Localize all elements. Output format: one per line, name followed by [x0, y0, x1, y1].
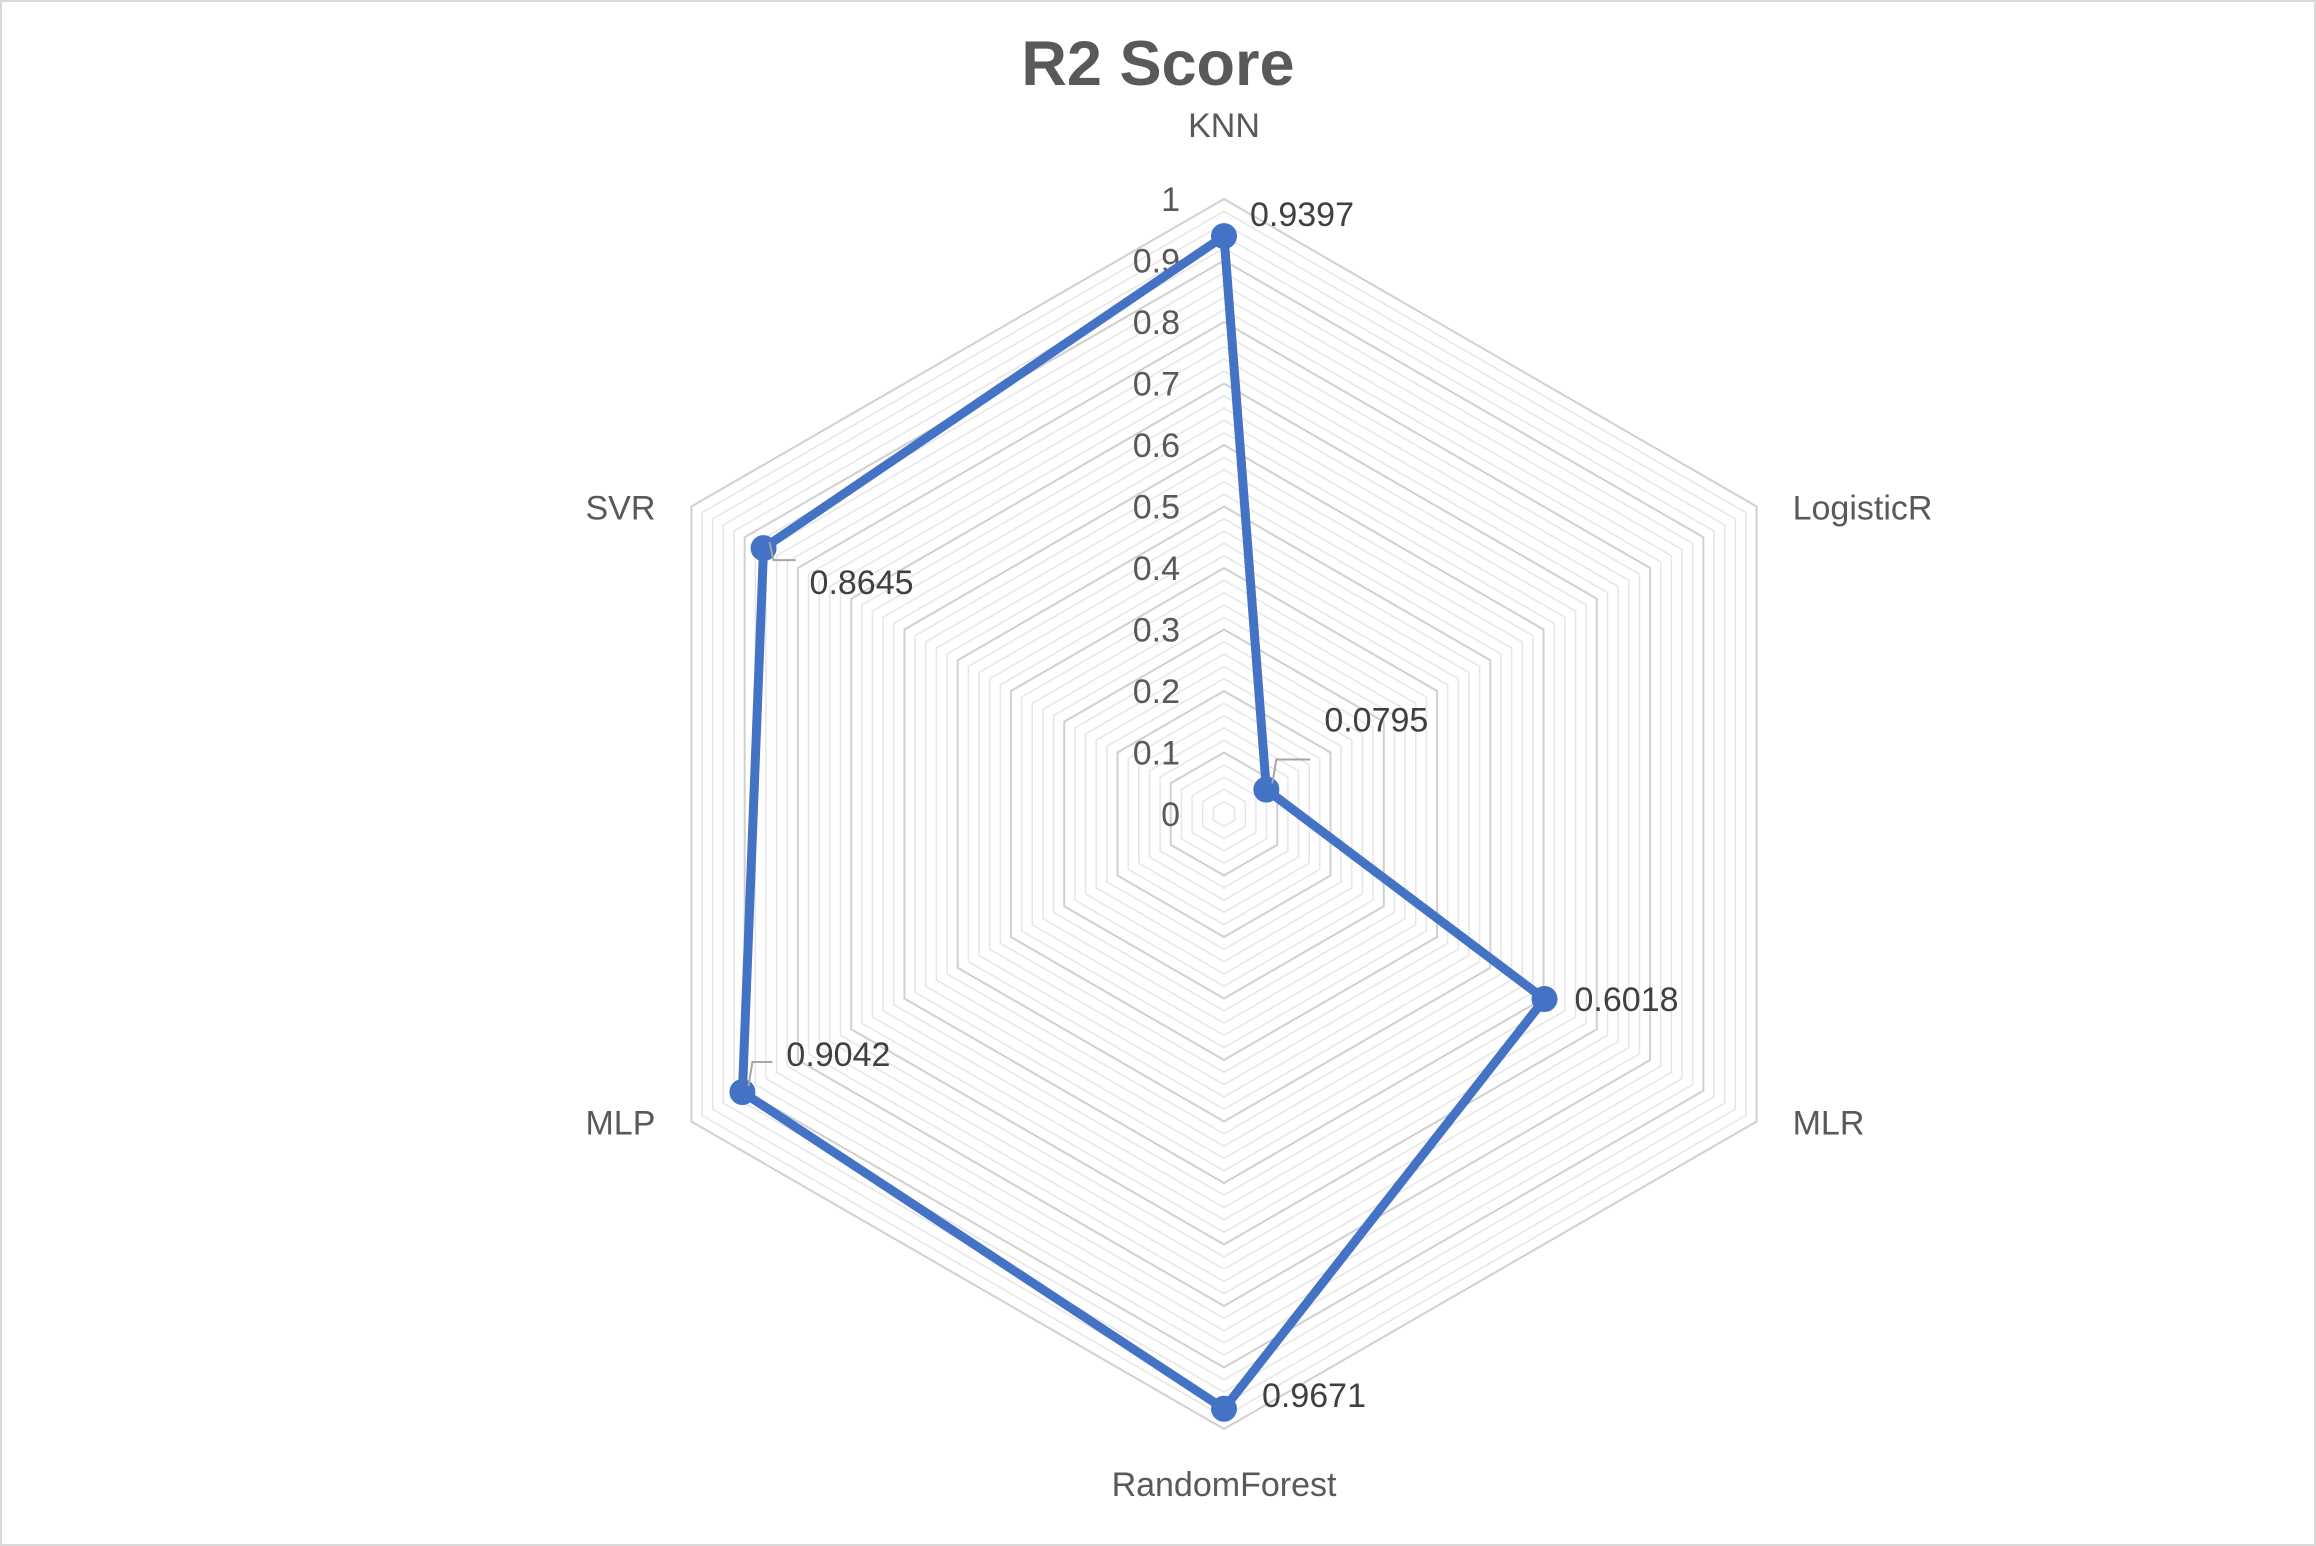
- grid-ring: [722, 235, 1726, 1393]
- grid-ring: [743, 259, 1705, 1369]
- grid-ring: [733, 247, 1715, 1381]
- grid-ring: [1095, 665, 1353, 963]
- axis-tick-label: 0.3: [1133, 612, 1180, 650]
- axis-tick-label: 0: [1161, 796, 1180, 834]
- axis-tick-label: 1: [1161, 181, 1180, 219]
- axis-tick-label: 0.2: [1133, 673, 1180, 711]
- category-label-mlp: MLP: [585, 1105, 655, 1143]
- grid-ring: [935, 481, 1513, 1147]
- data-point-knn: [1211, 223, 1237, 250]
- grid-ring: [967, 517, 1481, 1111]
- grid-ring: [1212, 800, 1236, 828]
- leader-line: [1271, 758, 1311, 784]
- grid-ring: [690, 197, 1758, 1431]
- grid-ring: [956, 505, 1492, 1123]
- grid-ring: [861, 394, 1587, 1234]
- series-line: [737, 231, 1550, 1414]
- axis-tick-label: 0.6: [1133, 427, 1180, 465]
- grid-ring: [946, 493, 1502, 1135]
- grid-ring: [1063, 628, 1385, 1000]
- category-label-svr: SVR: [585, 490, 655, 528]
- axis-tick-label: 0.5: [1133, 489, 1180, 527]
- axis-tick-label: 0.8: [1133, 304, 1180, 342]
- grid-ring: [1031, 591, 1417, 1037]
- data-label: 0.6018: [1575, 981, 1679, 1019]
- grid-ring: [1106, 677, 1342, 951]
- grid-ring: [1127, 702, 1321, 926]
- grid-ring: [893, 431, 1555, 1197]
- leader-line: [747, 1061, 773, 1087]
- grid-ring: [1159, 739, 1289, 889]
- data-label: 0.9042: [786, 1036, 890, 1074]
- grid-ring: [903, 443, 1545, 1185]
- grid-ring: [765, 284, 1683, 1344]
- grid-ring: [871, 407, 1577, 1221]
- axis-tick-label: 0.1: [1133, 735, 1180, 773]
- grid-ring: [1020, 579, 1428, 1049]
- grid-ring: [701, 210, 1747, 1418]
- grid-ring: [796, 320, 1652, 1308]
- grid-ring: [1052, 616, 1396, 1012]
- grid-ring: [839, 370, 1609, 1258]
- grid-ring: [999, 554, 1449, 1074]
- grid-ring: [1074, 640, 1374, 988]
- data-label: 0.9397: [1250, 196, 1354, 234]
- grid-ring: [807, 333, 1641, 1295]
- grid-ring: [829, 358, 1619, 1270]
- category-label-logisticr: LogisticR: [1793, 490, 1933, 528]
- grid-ring: [882, 419, 1566, 1209]
- grid-ring: [1191, 776, 1257, 852]
- category-label-mlr: MLR: [1793, 1105, 1865, 1143]
- grid-ring: [978, 530, 1470, 1098]
- grid-ring: [1201, 788, 1247, 840]
- axis-tick-label: 0.7: [1133, 366, 1180, 404]
- grid-ring: [1042, 604, 1406, 1024]
- grid-ring: [1084, 653, 1364, 975]
- data-point-randomforest: [1211, 1395, 1237, 1422]
- data-label: 0.8645: [810, 564, 914, 602]
- grid-ring: [1116, 689, 1332, 939]
- grid-ring: [988, 542, 1460, 1086]
- grid-ring: [850, 382, 1598, 1246]
- grid-ring: [914, 456, 1534, 1172]
- grid-ring: [786, 308, 1662, 1320]
- grid-ring: [1148, 727, 1300, 901]
- chart-title: R2 Score: [1021, 29, 1295, 99]
- grid-ring: [1180, 763, 1268, 865]
- axis-tick-label: 0.4: [1133, 550, 1180, 588]
- grid-ring: [818, 345, 1630, 1283]
- leader-line: [768, 541, 796, 562]
- grid-ring: [711, 222, 1737, 1406]
- grid-ring: [924, 468, 1524, 1160]
- category-label-knn: KNN: [1188, 107, 1260, 145]
- data-point-mlr: [1531, 986, 1558, 1013]
- data-point-mlp: [729, 1079, 756, 1106]
- grid-ring: [775, 296, 1673, 1332]
- data-point-logisticr: [1253, 776, 1280, 803]
- data-label: 0.0795: [1324, 702, 1428, 740]
- category-label-randomforest: RandomForest: [1112, 1466, 1337, 1504]
- grid-ring: [1009, 566, 1439, 1062]
- data-label: 0.9671: [1262, 1377, 1366, 1415]
- grid-ring: [1138, 714, 1310, 914]
